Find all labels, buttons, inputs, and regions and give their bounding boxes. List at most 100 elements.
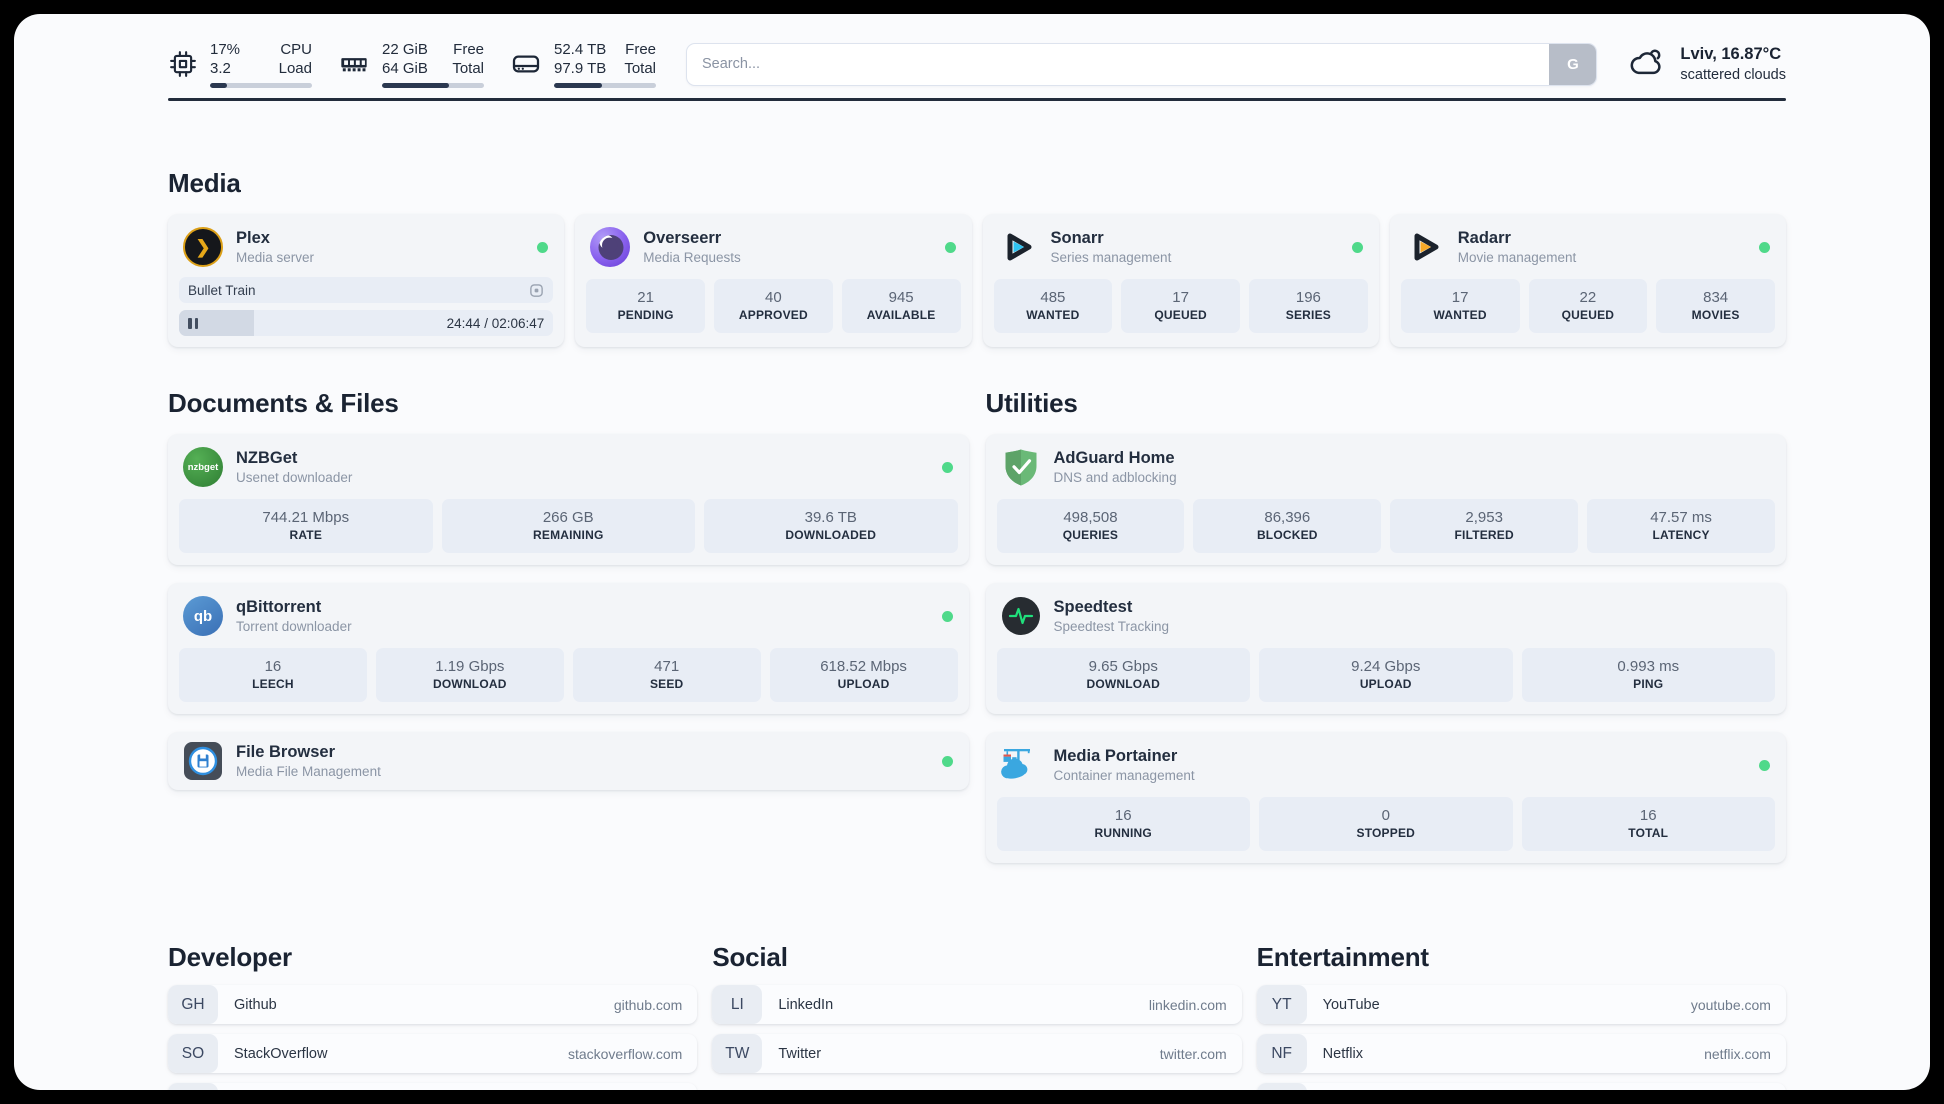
stat-wanted: 485 WANTED bbox=[993, 279, 1113, 333]
qbittorrent-icon: qb bbox=[183, 596, 223, 636]
header-divider bbox=[168, 98, 1786, 101]
search-input[interactable] bbox=[686, 42, 1598, 86]
bookmark-reddit[interactable]: RE Reddit reddit.com bbox=[1256, 1083, 1786, 1090]
stat-download: 9.65 Gbps DOWNLOAD bbox=[996, 648, 1250, 702]
portainer-icon bbox=[1000, 745, 1041, 785]
cpu-label: CPU bbox=[280, 41, 312, 59]
section-utilities: Utilities AdGuard Home DNS and adblockin… bbox=[985, 387, 1786, 881]
service-card-plex[interactable]: ❯ Plex Media server Bullet Train bbox=[168, 214, 565, 347]
weather-widget: Lviv, 16.87°C scattered clouds bbox=[1627, 42, 1786, 87]
bookmark-youtube[interactable]: YT YouTube youtube.com bbox=[1256, 985, 1786, 1024]
section-title-developer: Developer bbox=[168, 942, 292, 972]
memory-total-label: Total bbox=[452, 60, 484, 78]
stat-latency: 47.57 ms LATENCY bbox=[1587, 499, 1775, 553]
top-bar: 17% 3.2 CPU Load 22 GiB 64 GiB Free Total bbox=[168, 35, 1786, 93]
bookmark-stackoverflow[interactable]: SO StackOverflow stackoverflow.com bbox=[168, 1034, 698, 1073]
stat-running: 16 RUNNING bbox=[996, 797, 1250, 851]
bookmark-abbr: DT bbox=[168, 1083, 218, 1090]
service-card-portainer[interactable]: Media Portainer Container management 16 R… bbox=[985, 732, 1786, 863]
status-dot bbox=[941, 610, 953, 622]
service-description: DNS and adblocking bbox=[1053, 469, 1177, 485]
stat-upload: 9.24 Gbps UPLOAD bbox=[1259, 648, 1513, 702]
disk-icon bbox=[510, 48, 542, 80]
bookmark-github[interactable]: GH Github github.com bbox=[168, 985, 698, 1024]
memory-free-label: Free bbox=[453, 41, 484, 59]
cloud-icon bbox=[1627, 42, 1667, 87]
search-engine-button[interactable]: G bbox=[1549, 43, 1597, 85]
disk-free-label: Free bbox=[625, 41, 656, 59]
service-name: Media Portainer bbox=[1053, 746, 1178, 765]
service-card-filebrowser[interactable]: File Browser Media File Management bbox=[168, 732, 969, 790]
stat-movies: 834 MOVIES bbox=[1656, 279, 1775, 333]
status-dot bbox=[941, 755, 953, 767]
stat-available: 945 AVAILABLE bbox=[841, 279, 961, 333]
stat-stopped: 0 STOPPED bbox=[1259, 797, 1513, 851]
stat-seed: 471 SEED bbox=[572, 648, 761, 702]
bookmark-dev[interactable]: DT DEV dev.to bbox=[168, 1083, 698, 1090]
stat-queued: 17 QUEUED bbox=[1121, 279, 1240, 333]
adguard-icon bbox=[1001, 447, 1041, 487]
section-title-social: Social bbox=[712, 942, 788, 972]
service-description: Container management bbox=[1053, 767, 1195, 783]
service-name: NZBGet bbox=[236, 448, 298, 467]
plex-icon: ❯ bbox=[183, 227, 223, 267]
playback-progress-row: 24:44 / 02:06:47 bbox=[179, 310, 554, 336]
stat-blocked: 86,396 BLOCKED bbox=[1193, 499, 1382, 553]
section-documents: Documents & Files nzbget NZBGet Usenet d… bbox=[168, 387, 969, 808]
section-title-media: Media bbox=[168, 168, 241, 198]
stat-download: 1.19 Gbps DOWNLOAD bbox=[375, 648, 564, 702]
stat-ping: 0.993 ms PING bbox=[1521, 648, 1775, 702]
weather-condition: scattered clouds bbox=[1680, 66, 1786, 83]
stat-series: 196 SERIES bbox=[1249, 279, 1368, 333]
memory-progress-fill bbox=[382, 83, 450, 88]
service-card-sonarr[interactable]: Sonarr Series management 485 WANTED 17 QUE… bbox=[982, 214, 1379, 347]
stat-pending: 21 PENDING bbox=[586, 279, 705, 333]
service-description: Movie management bbox=[1457, 249, 1577, 265]
service-card-nzbget[interactable]: nzbget NZBGet Usenet downloader 744.21 M… bbox=[168, 434, 969, 565]
stat-leech: 16 LEECH bbox=[179, 648, 367, 702]
status-dot bbox=[941, 461, 953, 473]
bookmark-group-entertainment: Entertainment YT YouTube youtube.com NF … bbox=[1256, 941, 1786, 1090]
bookmark-linkedin[interactable]: LI LinkedIn linkedin.com bbox=[712, 985, 1242, 1024]
status-dot bbox=[1351, 241, 1363, 253]
memory-stat: 22 GiB 64 GiB Free Total bbox=[338, 40, 484, 88]
bookmark-abbr: RE bbox=[1256, 1083, 1307, 1090]
bookmark-abbr: SO bbox=[168, 1034, 218, 1073]
service-name: Overseerr bbox=[643, 228, 722, 247]
disk-progress-fill bbox=[554, 83, 602, 88]
section-title-utilities: Utilities bbox=[985, 388, 1078, 418]
disk-stat: 52.4 TB 97.9 TB Free Total bbox=[510, 40, 656, 88]
service-card-qbittorrent[interactable]: qb qBittorrent Torrent downloader 16 LEEC… bbox=[168, 583, 969, 714]
stat-remaining: 266 GB REMAINING bbox=[441, 499, 695, 553]
cpu-icon bbox=[168, 49, 198, 79]
service-description: Media server bbox=[236, 249, 315, 265]
cpu-progress-bar bbox=[210, 83, 312, 88]
pause-icon bbox=[188, 317, 198, 329]
filebrowser-icon bbox=[183, 741, 223, 781]
service-name: qBittorrent bbox=[236, 597, 322, 616]
stat-total: 16 TOTAL bbox=[1521, 797, 1775, 851]
stat-queued: 22 QUEUED bbox=[1528, 279, 1648, 333]
service-name: Sonarr bbox=[1050, 228, 1104, 247]
service-name: Radarr bbox=[1457, 228, 1511, 247]
bookmark-twitter[interactable]: TW Twitter twitter.com bbox=[712, 1034, 1242, 1073]
cpu-stat: 17% 3.2 CPU Load bbox=[168, 40, 312, 88]
disk-total-label: Total bbox=[624, 60, 656, 78]
bookmark-netflix[interactable]: NF Netflix netflix.com bbox=[1256, 1034, 1786, 1073]
service-name: Plex bbox=[236, 228, 270, 247]
section-title-entertainment: Entertainment bbox=[1256, 942, 1429, 972]
media-cards-row: ❯ Plex Media server Bullet Train bbox=[168, 214, 1786, 347]
service-card-radarr[interactable]: Radarr Movie management 17 WANTED 22 QUEUE… bbox=[1389, 214, 1786, 347]
sonarr-icon bbox=[998, 227, 1038, 267]
open-media-modal-icon[interactable] bbox=[529, 283, 544, 298]
stat-filtered: 2,953 FILTERED bbox=[1390, 499, 1579, 553]
overseerr-icon bbox=[590, 227, 631, 267]
service-description: Usenet downloader bbox=[236, 469, 353, 485]
now-playing-title: Bullet Train bbox=[188, 282, 256, 298]
section-media: Media ❯ Plex Media server Bullet Train bbox=[168, 167, 1786, 347]
service-card-adguard[interactable]: AdGuard Home DNS and adblocking 498,508 Q… bbox=[985, 434, 1786, 565]
service-card-overseerr[interactable]: Overseerr Media Requests 21 PENDING 40 APP… bbox=[575, 214, 972, 347]
cpu-progress-fill bbox=[210, 83, 228, 88]
service-card-speedtest[interactable]: Speedtest Speedtest Tracking 9.65 Gbps DO… bbox=[985, 583, 1786, 714]
